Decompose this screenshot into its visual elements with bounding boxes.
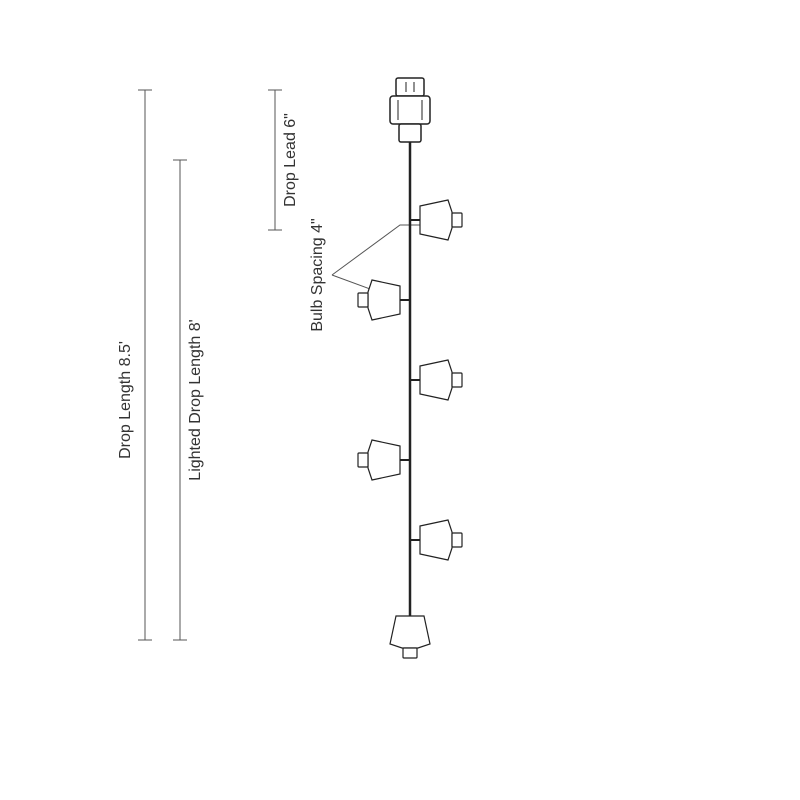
drop-lead-label: Drop Lead 6"	[282, 113, 299, 207]
bulb-6	[390, 616, 430, 658]
plug-connector	[390, 78, 430, 142]
dim-bulb-spacing: Bulb Spacing 4"	[309, 218, 420, 331]
dim-drop-length: Drop Length 8.5'	[117, 90, 152, 640]
lighted-drop-length-label: Lighted Drop Length 8'	[187, 319, 204, 480]
bulb-1	[410, 200, 462, 240]
bulb-3	[410, 360, 462, 400]
dim-drop-lead: Drop Lead 6"	[268, 90, 299, 230]
bulb-spacing-label: Bulb Spacing 4"	[309, 218, 326, 331]
drop-length-label: Drop Length 8.5'	[117, 341, 134, 459]
bulb-2	[358, 280, 410, 320]
bulb-4	[358, 440, 410, 480]
bulb-5	[410, 520, 462, 560]
dim-lighted-drop-length: Lighted Drop Length 8'	[173, 160, 204, 640]
string-light-diagram: Drop Length 8.5' Lighted Drop Length 8' …	[0, 0, 800, 800]
